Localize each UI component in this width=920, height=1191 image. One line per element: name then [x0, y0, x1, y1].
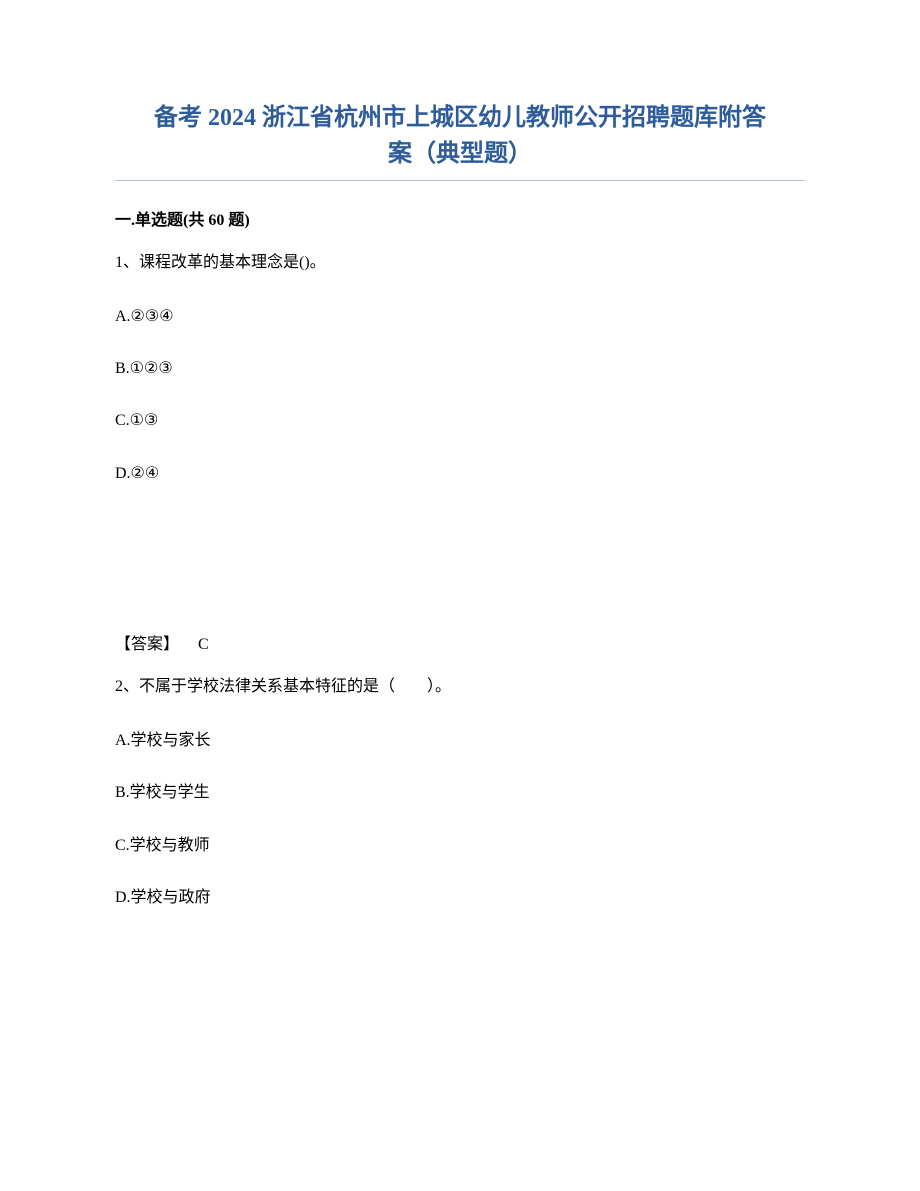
question-2: 2、不属于学校法律关系基本特征的是（ ）。 A.学校与家长 B.学校与学生 C.… — [115, 674, 805, 909]
question-2-number: 2、 — [115, 678, 139, 695]
question-1-option-c: C.①③ — [115, 410, 805, 432]
question-1-option-b: B.①②③ — [115, 358, 805, 380]
document-title-line2: 案（典型题） — [115, 136, 805, 172]
question-1-number: 1、 — [115, 254, 139, 271]
question-2-content: 不属于学校法律关系基本特征的是（ ）。 — [139, 678, 451, 695]
question-1: 1、课程改革的基本理念是()。 A.②③④ B.①②③ C.①③ D.②④ — [115, 250, 805, 485]
answer-label: 【答案】 — [115, 636, 179, 653]
document-title-line1: 备考 2024 浙江省杭州市上城区幼儿教师公开招聘题库附答 — [115, 100, 805, 136]
title-divider — [115, 180, 805, 181]
question-2-text: 2、不属于学校法律关系基本特征的是（ ）。 — [115, 674, 805, 700]
question-2-option-b: B.学校与学生 — [115, 782, 805, 804]
question-1-option-a: A.②③④ — [115, 306, 805, 328]
answer-value: C — [198, 636, 209, 653]
question-1-text: 1、课程改革的基本理念是()。 — [115, 250, 805, 276]
question-1-answer: 【答案】 C — [115, 630, 805, 654]
question-1-option-d: D.②④ — [115, 463, 805, 485]
question-1-content: 课程改革的基本理念是()。 — [139, 254, 326, 271]
question-2-option-a: A.学校与家长 — [115, 730, 805, 752]
question-2-option-c: C.学校与教师 — [115, 835, 805, 857]
section-header: 一.单选题(共 60 题) — [115, 206, 805, 230]
question-2-option-d: D.学校与政府 — [115, 887, 805, 909]
